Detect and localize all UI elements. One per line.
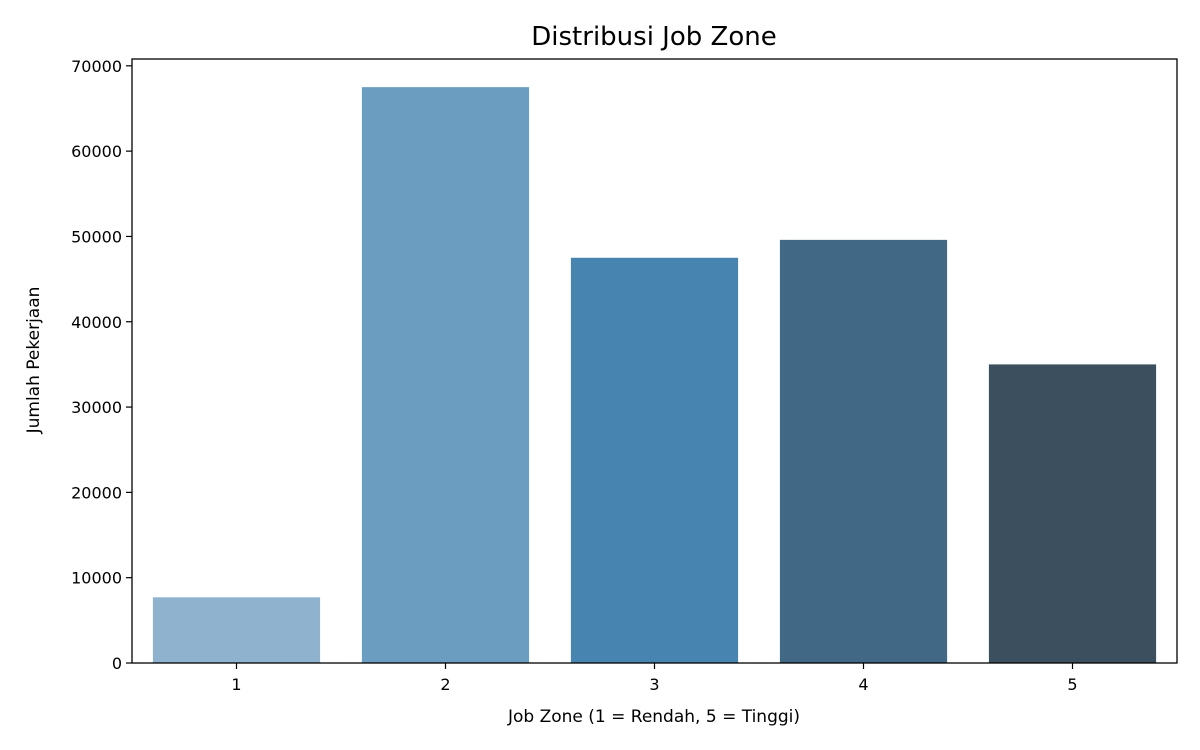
- x-tick-label: 1: [231, 675, 241, 694]
- y-tick-label: 0: [112, 654, 122, 673]
- bar-5: [988, 364, 1157, 663]
- y-tick-label: 40000: [71, 313, 122, 332]
- y-tick-label: 60000: [71, 142, 122, 161]
- y-axis-ticks: 0 10000 20000 30000 40000 50000 60000 70000: [71, 57, 132, 673]
- y-tick-label: 10000: [71, 569, 122, 588]
- y-tick-label: 50000: [71, 227, 122, 246]
- bars-group: [152, 87, 1157, 664]
- x-tick-label: 2: [440, 675, 450, 694]
- y-tick-label: 70000: [71, 57, 122, 76]
- x-axis-ticks: 1 2 3 4 5: [231, 663, 1078, 694]
- x-axis-label: Job Zone (1 = Rendah, 5 = Tinggi): [507, 707, 800, 727]
- x-tick-label: 4: [858, 675, 868, 694]
- chart-title: Distribusi Job Zone: [531, 22, 776, 52]
- bar-1: [152, 597, 321, 663]
- x-tick-label: 3: [649, 675, 659, 694]
- bar-3: [570, 257, 739, 663]
- bar-2: [361, 87, 530, 664]
- y-axis-label: Jumlah Pekerjaan: [24, 287, 44, 435]
- y-tick-label: 30000: [71, 398, 122, 417]
- y-tick-label: 20000: [71, 483, 122, 502]
- x-tick-label: 5: [1067, 675, 1077, 694]
- bar-4: [779, 239, 948, 663]
